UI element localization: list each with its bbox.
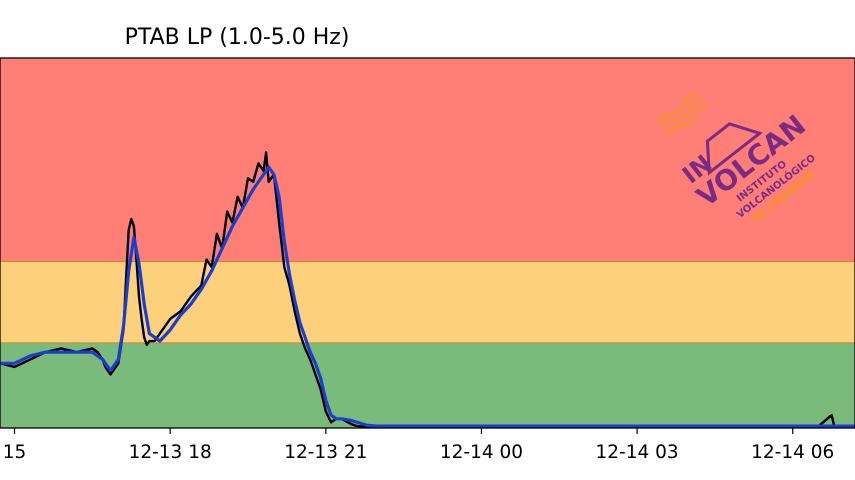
x-axis: 15 12-13 18 12-13 21 12-14 00 12-14 03 12-14 … [3,428,834,463]
band-red [0,58,855,262]
series-layer [0,151,855,429]
x-tick-label: 12-14 03 [596,442,679,463]
volcano-outline-icon [705,122,763,176]
band-green [0,342,855,428]
alert-bands [0,58,855,428]
x-tick-label: 15 [3,442,27,463]
x-tick-label: 12-14 00 [440,442,523,463]
plot-frame [0,57,855,429]
x-tick-label: 12-13 18 [129,442,212,463]
chart-title: PTAB LP (1.0-5.0 Hz) [125,25,350,50]
x-tick-label: 12-14 06 [751,442,834,463]
series-line-smoothed [0,165,855,428]
wave-icon [657,92,707,137]
x-tick-label: 12-13 21 [284,442,367,463]
